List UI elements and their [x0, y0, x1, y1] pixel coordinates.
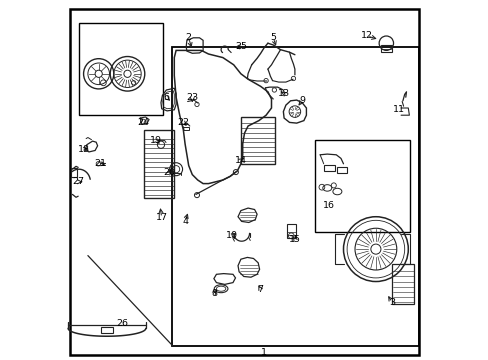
Bar [183, 127, 189, 130]
Text: 25: 25 [234, 42, 246, 51]
Text: 11: 11 [392, 105, 405, 114]
Text: 12: 12 [360, 31, 372, 40]
Bar [101, 327, 113, 333]
Bar [241, 117, 275, 164]
Circle shape [123, 70, 131, 77]
Text: 16: 16 [323, 201, 334, 210]
Text: 4: 4 [182, 217, 188, 226]
Bar [143, 130, 174, 198]
Text: 6: 6 [163, 93, 169, 102]
Text: 23: 23 [186, 93, 198, 102]
Text: 5: 5 [270, 33, 276, 42]
Text: 17: 17 [155, 213, 167, 222]
Text: 22: 22 [177, 118, 189, 127]
Circle shape [370, 244, 380, 254]
Bar [391, 264, 413, 304]
Bar [79, 23, 163, 115]
Text: 18: 18 [78, 145, 90, 154]
Text: 21: 21 [94, 159, 106, 168]
Text: 8: 8 [210, 289, 217, 298]
Circle shape [95, 70, 102, 77]
Text: 20: 20 [163, 168, 175, 177]
Text: 24: 24 [138, 118, 149, 127]
Text: 26: 26 [116, 320, 128, 328]
Text: 13: 13 [278, 89, 289, 98]
Text: 1: 1 [261, 348, 267, 356]
Text: 19: 19 [150, 136, 162, 145]
Bar [71, 168, 77, 177]
Text: 14: 14 [234, 156, 246, 165]
Text: 27: 27 [72, 177, 84, 186]
Text: 9: 9 [299, 96, 305, 105]
Bar [380, 45, 391, 52]
Bar [286, 224, 295, 238]
Bar [172, 47, 418, 346]
Text: 15: 15 [288, 235, 300, 244]
Text: 10: 10 [225, 231, 238, 240]
Bar [324, 165, 335, 171]
Text: 2: 2 [185, 33, 191, 42]
Bar [314, 140, 409, 232]
Bar [337, 167, 347, 173]
Text: 3: 3 [388, 298, 394, 307]
Text: 7: 7 [257, 285, 263, 294]
